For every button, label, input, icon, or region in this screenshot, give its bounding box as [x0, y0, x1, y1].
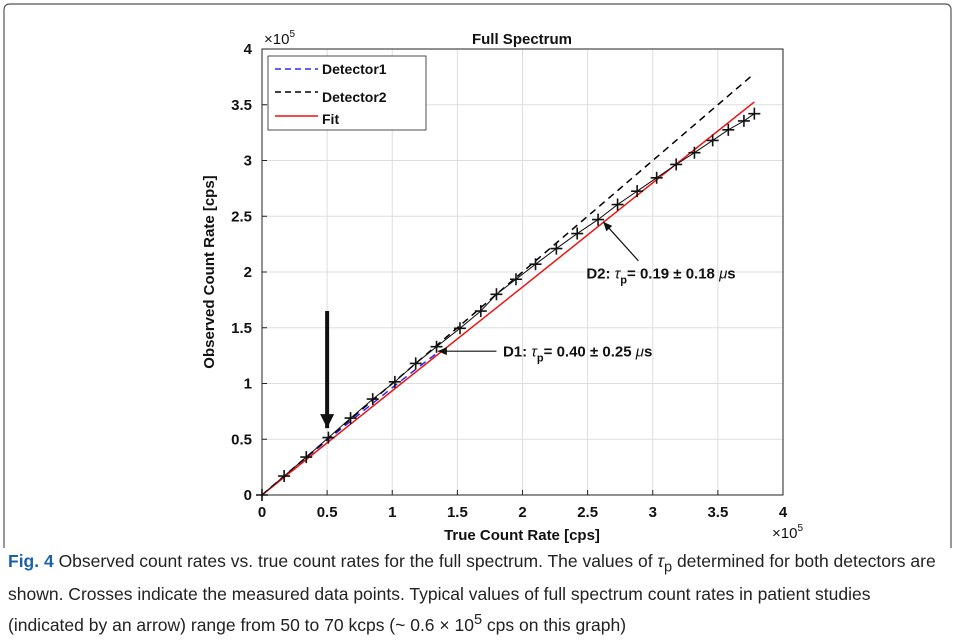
measured-point	[509, 273, 522, 286]
x-tick-label: 2.5	[577, 504, 598, 521]
measured-point	[344, 412, 357, 425]
measured-point	[300, 451, 313, 464]
measured-point	[278, 470, 291, 483]
measured-point	[550, 242, 563, 255]
x-tick-label: 2	[518, 504, 526, 521]
measured-point	[631, 185, 644, 198]
measured-point	[611, 198, 624, 211]
measured-points-line	[261, 113, 755, 496]
legend-entry-detector2: Detector2	[322, 89, 387, 105]
annotation-arrow-d1-head	[437, 347, 447, 356]
measured-point	[322, 431, 335, 444]
x-tick-label: 0	[258, 504, 266, 521]
series-line-fit	[261, 101, 755, 496]
caption-sup: 5	[473, 611, 483, 628]
y-tick-label: 0	[244, 487, 252, 504]
pointer-arrow-head	[320, 414, 335, 429]
measured-point	[430, 340, 443, 353]
measured-point	[453, 322, 466, 335]
measured-point	[409, 357, 422, 370]
measured-point	[474, 305, 487, 318]
measured-point	[737, 114, 750, 127]
pointer-arrow	[320, 311, 335, 429]
x-tick-label: 3.5	[707, 504, 728, 521]
measured-points	[256, 107, 761, 501]
caption-text-c: cps on this graph)	[482, 614, 627, 635]
annotation-d2: D2: τp= 0.19 ± 0.18 μs	[586, 266, 735, 287]
chart: 0 0.5 1 1.5 2 2.5 3 3.5 4 0 0.5 1 1.5 2 2.5 3 3.5 4 D1: …	[3, 3, 952, 548]
caption-text-a: Observed count rates vs. true count rate…	[53, 551, 658, 571]
chart-title: Full Spectrum	[472, 31, 572, 48]
measured-point	[706, 134, 719, 147]
legend-box	[267, 55, 427, 131]
y-tick-label: 0.5	[231, 431, 252, 448]
measured-point	[388, 375, 401, 388]
x-axis-multiplier: ×105	[772, 523, 803, 542]
x-tick-label: 3	[649, 504, 657, 521]
x-axis-label: True Count Rate [cps]	[444, 527, 600, 544]
measured-point	[670, 158, 683, 171]
x-axis-ticks: 0 0.5 1 1.5 2 2.5 3 3.5 4	[258, 490, 788, 521]
measured-point	[722, 123, 735, 136]
y-tick-label: 2.5	[231, 208, 252, 225]
series-line-detector2	[261, 72, 755, 496]
annotation-arrow-d2-head	[603, 221, 613, 232]
caption-sub: p	[663, 559, 673, 576]
annotations: D1: τp= 0.40 ± 0.25 μs D2: τp= 0.19 ± 0.1…	[437, 221, 736, 365]
measured-point	[529, 258, 542, 271]
y-tick-label: 3	[244, 153, 252, 170]
y-axis-multiplier: ×105	[264, 29, 295, 48]
legend-entry-detector1: Detector1	[322, 61, 387, 77]
measured-point	[748, 107, 761, 120]
y-tick-label: 1	[244, 376, 252, 393]
y-tick-label: 1.5	[231, 320, 252, 337]
figure-border	[3, 3, 952, 548]
legend: Detector1 Detector2 Fit	[267, 55, 427, 131]
measured-point	[688, 146, 701, 159]
x-tick-label: 1.5	[447, 504, 468, 521]
y-axis-label: Observed Count Rate [cps]	[201, 175, 218, 368]
caption-text-b: determined for both detectors are shown.…	[8, 551, 936, 635]
figure-caption: Fig. 4 Observed count rates vs. true cou…	[8, 548, 950, 637]
figure-label: Fig. 4	[8, 551, 54, 571]
y-axis-ticks: 0 0.5 1 1.5 2 2.5 3 3.5 4	[231, 41, 267, 504]
measured-point	[571, 227, 584, 240]
annotation-d1: D1: τp= 0.40 ± 0.25 μs	[503, 344, 652, 365]
measured-point	[650, 171, 663, 184]
x-tick-label: 1	[388, 504, 396, 521]
x-tick-label: 4	[779, 504, 788, 521]
y-tick-label: 2	[244, 264, 252, 281]
measured-point	[256, 489, 268, 501]
caption-tau: τ	[657, 551, 664, 571]
measured-point	[592, 213, 605, 226]
legend-entry-fit: Fit	[322, 111, 339, 127]
y-tick-label: 4	[244, 41, 253, 58]
measured-point	[366, 393, 379, 406]
y-tick-label: 3.5	[231, 97, 252, 114]
x-tick-label: 0.5	[317, 504, 338, 521]
measured-point	[490, 288, 503, 301]
